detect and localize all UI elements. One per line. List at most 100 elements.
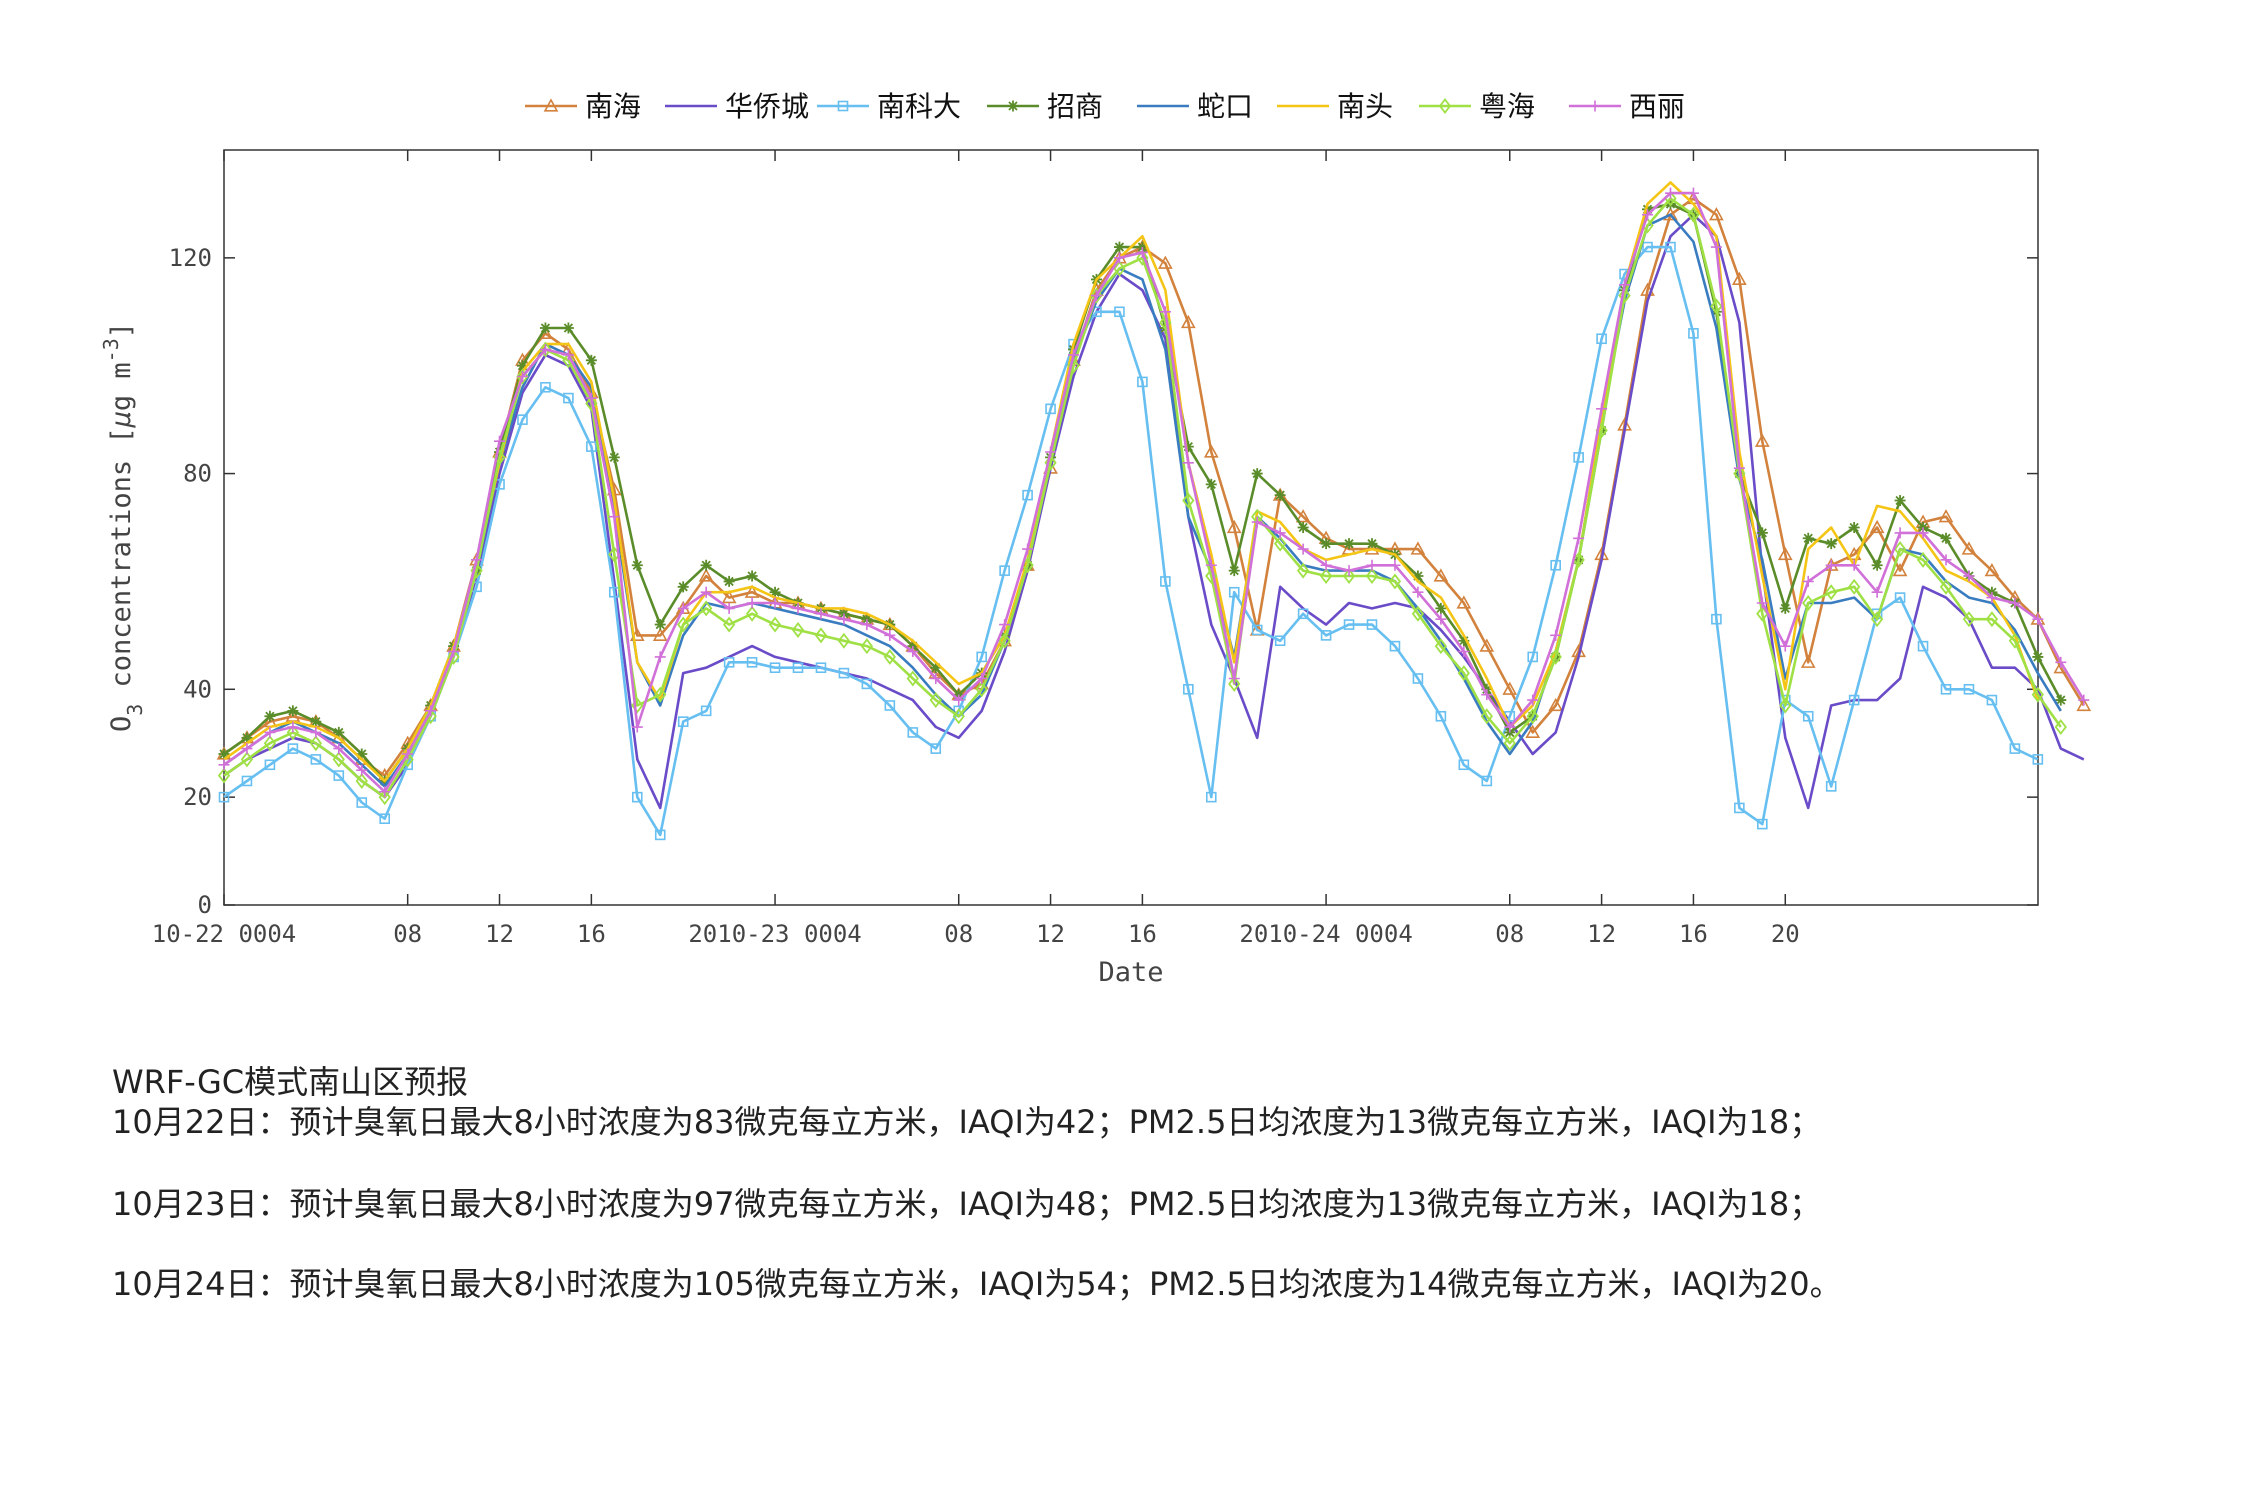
legend-item: 西丽	[1569, 90, 1685, 123]
data-point	[562, 322, 574, 334]
data-point	[1549, 648, 1562, 665]
data-point	[1320, 630, 1332, 641]
data-point	[769, 586, 781, 598]
data-point	[1251, 468, 1263, 480]
data-point	[1458, 635, 1470, 647]
data-point	[1664, 187, 1676, 199]
data-point	[1825, 559, 1837, 571]
data-point	[930, 662, 942, 674]
data-point	[608, 451, 620, 463]
data-point	[517, 414, 528, 425]
data-point	[1733, 465, 1746, 482]
data-point	[378, 789, 391, 806]
data-point	[585, 395, 598, 412]
data-point	[1688, 328, 1699, 339]
data-point	[1297, 543, 1309, 555]
data-point	[1274, 489, 1286, 501]
data-point	[1342, 568, 1356, 585]
legend: 南海 华侨城 南科大 招商 蛇口 南头 粤海 西丽	[525, 90, 1685, 123]
data-point	[907, 727, 919, 738]
data-point	[2031, 686, 2044, 703]
data-point	[1412, 586, 1424, 598]
data-point	[1343, 538, 1355, 550]
data-point	[1963, 683, 1975, 695]
data-point	[1251, 516, 1263, 528]
legend-label: 南科大	[877, 90, 961, 123]
data-point	[1180, 314, 1196, 329]
data-point	[1480, 708, 1493, 725]
data-point	[654, 686, 667, 703]
data-point	[677, 616, 690, 633]
x-tick-label: 16	[577, 920, 606, 948]
data-point	[722, 616, 736, 633]
data-point	[1205, 568, 1218, 585]
x-tick-label: 2010-24 0004	[1239, 920, 1412, 948]
data-point	[1434, 638, 1448, 655]
data-point	[355, 772, 368, 789]
data-point	[1297, 522, 1309, 533]
data-point	[1917, 527, 1929, 539]
data-point	[1894, 592, 1906, 603]
legend-label: 西丽	[1629, 90, 1685, 123]
data-point	[218, 759, 230, 771]
data-point	[1090, 287, 1103, 304]
data-point	[1940, 532, 1952, 544]
data-point	[1502, 681, 1518, 695]
data-point	[929, 692, 942, 709]
data-point	[379, 786, 391, 798]
data-point	[1802, 532, 1814, 544]
data-point	[1710, 298, 1723, 315]
data-point	[1090, 290, 1102, 302]
data-point	[814, 627, 828, 644]
data-point	[1687, 206, 1700, 223]
data-point	[700, 586, 712, 598]
forecast-line-oct24: 10月24日：预计臭氧日最大8小时浓度为105微克每立方米，IAQI为54；PM…	[112, 1265, 1842, 1303]
data-point	[1848, 522, 1860, 533]
data-point	[1940, 683, 1952, 695]
data-point	[1205, 478, 1217, 490]
data-point	[562, 352, 575, 369]
data-point	[999, 619, 1011, 631]
data-point	[1962, 611, 1976, 628]
legend-label: 华侨城	[725, 90, 809, 123]
data-point	[769, 662, 781, 674]
data-point	[907, 646, 919, 658]
x-tick-label: 2010-23 0004	[688, 920, 861, 948]
data-point	[218, 791, 230, 803]
data-point	[1251, 624, 1263, 636]
data-point	[1550, 559, 1561, 571]
series-line	[223, 213, 2085, 810]
data-point	[310, 726, 322, 738]
data-point	[1007, 100, 1019, 112]
data-point	[1710, 241, 1722, 253]
data-point	[1274, 635, 1286, 647]
x-tick-label: 12	[485, 920, 514, 948]
data-point	[791, 621, 805, 638]
data-point	[1940, 554, 1952, 566]
data-point	[1435, 602, 1447, 614]
data-point	[241, 775, 253, 787]
data-point	[1160, 576, 1171, 587]
data-point	[563, 392, 574, 404]
data-point	[1802, 575, 1814, 587]
legend-item: 南头	[1277, 90, 1393, 123]
data-point	[1870, 611, 1884, 628]
data-point	[1618, 287, 1631, 304]
data-point	[1045, 446, 1057, 458]
data-point	[1663, 207, 1678, 221]
data-point	[310, 716, 322, 728]
data-point	[425, 705, 437, 717]
data-point	[1159, 306, 1171, 318]
data-point	[2076, 697, 2092, 712]
data-point	[286, 724, 300, 741]
data-point	[883, 648, 896, 665]
data-point	[721, 589, 737, 604]
data-point	[1228, 565, 1240, 577]
data-point	[1205, 559, 1217, 571]
data-point	[586, 441, 597, 452]
data-point	[631, 721, 643, 733]
data-point	[447, 648, 460, 665]
data-point	[837, 100, 849, 112]
data-point	[1481, 689, 1493, 701]
series-南科大	[218, 241, 2044, 841]
